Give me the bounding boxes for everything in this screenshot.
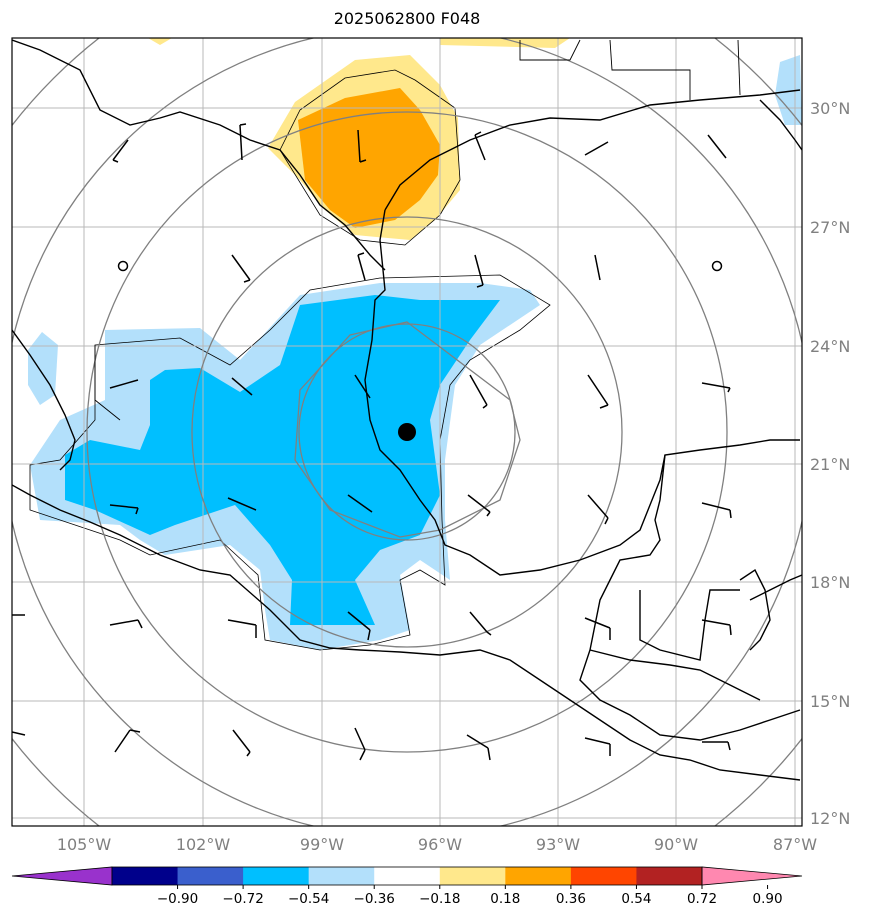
anomaly-shading xyxy=(28,38,802,650)
central-america-border xyxy=(589,649,761,701)
colorbar-segment xyxy=(636,867,703,885)
wind-barbs xyxy=(12,123,732,761)
colorbar-tick-label: 0.90 xyxy=(753,891,783,907)
texas-inland-2 xyxy=(609,39,691,100)
colorbar-segment xyxy=(177,867,244,885)
us-mexico-border xyxy=(12,39,386,271)
colorbar-extend-low xyxy=(11,866,113,886)
coastlines xyxy=(12,39,802,781)
lat-tick-label: 24°N xyxy=(810,337,850,356)
colorbar-frame xyxy=(111,866,703,886)
colorbar-segment xyxy=(308,867,375,885)
gridlines xyxy=(12,38,802,826)
colorbar-tick-label: 0.36 xyxy=(556,891,586,907)
lat-tick-label: 30°N xyxy=(810,99,850,118)
gulf-baja-coast xyxy=(12,329,76,471)
colorbar-segment xyxy=(505,867,572,885)
positive-mid-region xyxy=(298,88,440,228)
colorbar: −0.90 −0.72 −0.54 −0.36 −0.18 0.18 0.36 0.54 0.7… xyxy=(11,866,803,907)
colorbar-segment xyxy=(374,867,441,885)
lon-tick-label: 96°W xyxy=(418,835,462,854)
florida-coast xyxy=(759,99,802,151)
mexico-pacific-coast xyxy=(12,484,801,781)
gulf-coast-north xyxy=(384,89,801,211)
lon-tick-label: 99°W xyxy=(300,835,344,854)
negative-mid-region xyxy=(65,295,500,625)
lat-tick-label: 15°N xyxy=(810,692,850,711)
colorbar-tick-label: −0.54 xyxy=(288,891,329,907)
storm-center-marker xyxy=(398,423,416,441)
colorbar-tick-label: −0.36 xyxy=(354,891,395,907)
colorbar-tick-label: −0.72 xyxy=(222,891,263,907)
positive-light-region-north xyxy=(440,38,570,48)
lon-tick-label: 105°W xyxy=(57,835,112,854)
colorbar-extend-high xyxy=(701,866,803,886)
colorbar-segment xyxy=(243,867,310,885)
positive-light-region-corner xyxy=(148,38,172,45)
cuba-coast xyxy=(749,574,802,601)
texas-inland-1 xyxy=(519,39,581,61)
map-title: 2025062800 F048 xyxy=(333,9,481,28)
lon-tick-label: 93°W xyxy=(536,835,580,854)
colorbar-segment xyxy=(570,867,637,885)
negative-light-region-west xyxy=(28,332,58,405)
lon-tick-label: 102°W xyxy=(176,835,231,854)
lon-tick-label: 87°W xyxy=(773,835,817,854)
colorbar-tick-label: 0.54 xyxy=(621,891,651,907)
colorbar-tick-label: −0.18 xyxy=(419,891,460,907)
colorbar-tick-label: −0.90 xyxy=(157,891,198,907)
map-frame xyxy=(11,37,803,827)
lat-tick-label: 12°N xyxy=(810,809,850,828)
lat-tick-label: 27°N xyxy=(810,218,850,237)
colorbar-segment xyxy=(112,867,179,885)
calm-circles xyxy=(117,260,723,272)
latitude-labels: 30°N 27°N 24°N 21°N 18°N 15°N 12°N xyxy=(810,99,850,828)
texas-inland-3 xyxy=(737,39,741,96)
lon-tick-label: 90°W xyxy=(654,835,698,854)
mexico-state-line xyxy=(94,345,121,421)
colorbar-segment xyxy=(439,867,506,885)
colorbar-tick-label: 0.18 xyxy=(490,891,520,907)
yucatan-east xyxy=(739,568,771,651)
lat-tick-label: 21°N xyxy=(810,455,850,474)
colorbar-tick-label: 0.72 xyxy=(687,891,717,907)
lat-tick-label: 18°N xyxy=(810,573,850,592)
longitude-labels: 105°W 102°W 99°W 96°W 93°W 90°W 87°W xyxy=(57,835,817,854)
yucatan-coast xyxy=(579,454,801,741)
guatemala-border xyxy=(639,589,740,661)
